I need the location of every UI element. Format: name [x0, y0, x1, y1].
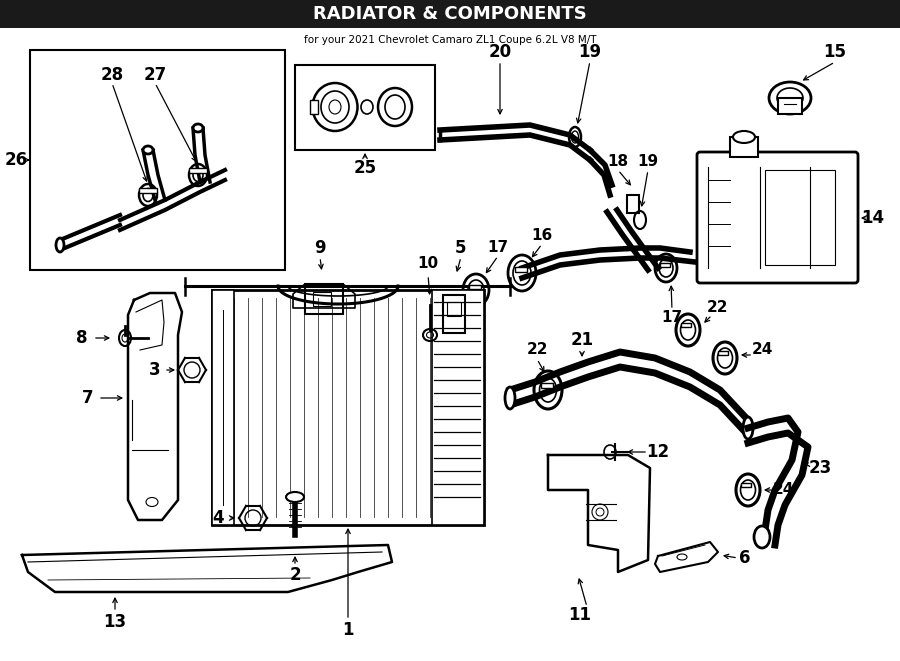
- Text: 9: 9: [314, 239, 326, 257]
- Bar: [305, 284, 343, 314]
- Bar: [313, 292, 331, 306]
- Text: 8: 8: [76, 329, 88, 347]
- Ellipse shape: [505, 387, 515, 409]
- Text: RADIATOR & COMPONENTS: RADIATOR & COMPONENTS: [313, 5, 587, 23]
- Text: 11: 11: [569, 606, 591, 624]
- Text: 14: 14: [861, 209, 885, 227]
- Bar: [681, 323, 691, 327]
- Text: 16: 16: [531, 227, 553, 243]
- Ellipse shape: [286, 492, 304, 502]
- Text: 21: 21: [571, 331, 594, 349]
- Text: 24: 24: [772, 483, 794, 498]
- Bar: [627, 195, 639, 213]
- Ellipse shape: [754, 526, 770, 548]
- Bar: [212, 290, 234, 525]
- Bar: [432, 290, 484, 525]
- Text: for your 2021 Chevrolet Camaro ZL1 Coupe 6.2L V8 M/T: for your 2021 Chevrolet Camaro ZL1 Coupe…: [304, 35, 596, 45]
- Bar: [447, 302, 461, 316]
- Ellipse shape: [733, 131, 755, 143]
- Text: 23: 23: [808, 459, 832, 477]
- Bar: [741, 483, 751, 487]
- Bar: [189, 168, 207, 173]
- Text: 5: 5: [455, 239, 467, 257]
- Text: 6: 6: [739, 549, 751, 567]
- Text: 28: 28: [101, 66, 123, 84]
- Text: 19: 19: [579, 43, 601, 61]
- Bar: [469, 285, 481, 289]
- Ellipse shape: [56, 238, 64, 252]
- Bar: [212, 290, 484, 525]
- Text: 15: 15: [824, 43, 847, 61]
- Text: 7: 7: [82, 389, 94, 407]
- Bar: [718, 351, 728, 355]
- Bar: [778, 98, 802, 114]
- Text: 25: 25: [354, 159, 376, 177]
- Text: 17: 17: [662, 311, 682, 325]
- Ellipse shape: [143, 146, 153, 154]
- Ellipse shape: [769, 82, 811, 114]
- Bar: [765, 170, 835, 265]
- Bar: [730, 137, 758, 157]
- Bar: [443, 295, 465, 333]
- Text: 4: 4: [212, 509, 224, 527]
- Text: 13: 13: [104, 613, 127, 631]
- FancyBboxPatch shape: [697, 152, 858, 283]
- Text: 18: 18: [608, 155, 628, 169]
- Bar: [295, 65, 435, 150]
- Bar: [541, 383, 553, 388]
- Text: 1: 1: [342, 621, 354, 639]
- Text: 3: 3: [149, 361, 161, 379]
- Text: 10: 10: [418, 256, 438, 270]
- Text: 12: 12: [646, 443, 670, 461]
- Bar: [660, 263, 670, 267]
- Text: 19: 19: [637, 155, 659, 169]
- Bar: [310, 100, 318, 114]
- Text: 27: 27: [143, 66, 166, 84]
- Bar: [0, 0, 900, 28]
- Text: 20: 20: [489, 43, 511, 61]
- Text: 2: 2: [289, 566, 301, 584]
- Text: 17: 17: [488, 239, 508, 254]
- Text: 26: 26: [4, 151, 28, 169]
- Text: 22: 22: [707, 301, 729, 315]
- Bar: [30, 50, 285, 270]
- Text: 24: 24: [752, 342, 773, 358]
- Bar: [515, 267, 527, 272]
- Ellipse shape: [193, 124, 203, 132]
- Bar: [139, 188, 157, 193]
- Ellipse shape: [743, 417, 753, 439]
- Text: 22: 22: [526, 342, 548, 358]
